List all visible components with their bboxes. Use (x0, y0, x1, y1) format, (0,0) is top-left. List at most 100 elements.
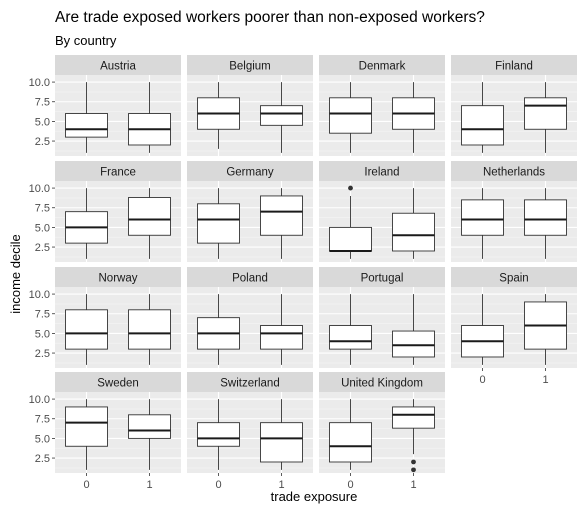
panel-portugal: Portugal (319, 267, 445, 368)
y-axis-title: income decile (8, 234, 23, 314)
panel-strip (319, 55, 445, 75)
panel-austria: Austria 2.5 5.0 7.5 10.0 (29, 55, 181, 156)
box-0 (329, 185, 372, 259)
box-1 (128, 294, 171, 365)
panel-strip (451, 55, 577, 75)
box-0 (197, 399, 240, 470)
panel-switzerland: Switzerland 0 1 (187, 372, 313, 491)
box-1 (260, 294, 303, 365)
panel-strip-label: Norway (99, 273, 138, 285)
box-0 (461, 294, 504, 365)
panel-strip-label: Denmark (359, 61, 406, 73)
box-1 (524, 82, 567, 153)
box-1 (392, 188, 435, 259)
y-tick-label: 5.0 (35, 222, 50, 234)
box-iqr (392, 212, 435, 252)
box-iqr (329, 97, 372, 134)
box-iqr (260, 195, 303, 236)
box-iqr (260, 105, 303, 126)
box-iqr (461, 199, 504, 236)
panel-spain: Spain 0 1 (451, 267, 577, 386)
box-0 (329, 82, 372, 153)
x-tick-label: 0 (479, 374, 485, 386)
x-tick-label: 0 (83, 479, 89, 491)
panel-strip (55, 372, 181, 392)
box-iqr (128, 197, 171, 236)
box-1 (260, 399, 303, 470)
box-0 (65, 294, 108, 365)
box-1 (260, 82, 303, 153)
chart-title: Are trade exposed workers poorer than no… (55, 9, 485, 26)
outlier-point (411, 467, 416, 473)
panel-strip (319, 161, 445, 181)
y-tick-label: 5.0 (35, 433, 50, 445)
box-0 (329, 399, 372, 470)
box-0 (197, 82, 240, 149)
box-0 (461, 188, 504, 259)
x-tick-label: 1 (146, 479, 152, 491)
panel-strip (187, 55, 313, 75)
panel-strip-label: Poland (232, 273, 268, 285)
box-0 (329, 294, 372, 365)
y-tick-label: 7.5 (35, 309, 50, 321)
box-iqr (128, 309, 171, 350)
panel-denmark: Denmark (319, 55, 445, 156)
panel-strip (187, 267, 313, 287)
x-tick-label: 1 (278, 479, 284, 491)
y-tick-label: 7.5 (35, 203, 50, 215)
y-tick-label: 5.0 (35, 116, 50, 128)
y-tick-label: 7.5 (35, 414, 50, 426)
x-tick-label: 1 (410, 479, 416, 491)
box-0 (65, 82, 108, 153)
panel-norway: Norway 2.5 5.0 7.5 10.0 (29, 267, 181, 368)
box-0 (197, 294, 240, 365)
panel-strip-label: France (100, 167, 136, 179)
box-iqr (128, 414, 171, 439)
panel-strip (55, 55, 181, 75)
box-1 (392, 294, 435, 365)
x-axis-title: trade exposure (271, 489, 358, 504)
panel-finland: Finland (451, 55, 577, 156)
box-1 (128, 399, 171, 470)
box-iqr (65, 113, 108, 138)
x-tick-label: 1 (542, 374, 548, 386)
outlier-point (411, 459, 416, 465)
panel-strip-label: Sweden (97, 378, 139, 390)
panel-strip (451, 161, 577, 181)
panel-strip-label: Ireland (364, 167, 399, 179)
y-tick-label: 10.0 (29, 289, 50, 301)
y-tick-label: 10.0 (29, 77, 50, 89)
box-iqr (65, 406, 108, 447)
panel-strip-label: Portugal (361, 273, 404, 285)
y-tick-label: 2.5 (35, 348, 50, 360)
box-1 (128, 188, 171, 259)
panel-sweden: Sweden 2.5 5.0 7.5 10.0 0 1 (29, 372, 181, 491)
y-tick-label: 2.5 (35, 242, 50, 254)
box-0 (197, 188, 240, 259)
panel-germany: Germany (187, 161, 313, 262)
y-tick-label: 2.5 (35, 453, 50, 465)
panel-united-kingdom: United Kingdom 0 1 (319, 372, 445, 491)
panel-poland: Poland (187, 267, 313, 368)
panel-strip (451, 267, 577, 287)
box-0 (65, 399, 108, 470)
panel-strip-label: United Kingdom (341, 378, 423, 390)
x-tick-label: 0 (215, 479, 221, 491)
box-iqr (392, 330, 435, 358)
facet-panels: Austria 2.5 5.0 7.5 10.0 Belgium Denmark Finlan… (29, 55, 577, 491)
box-iqr (524, 199, 567, 236)
box-0 (65, 188, 108, 259)
box-1 (392, 399, 435, 473)
box-1 (392, 82, 435, 153)
box-iqr (392, 406, 435, 429)
panel-strip-label: Switzerland (220, 378, 279, 390)
panel-strip (319, 267, 445, 287)
panel-netherlands: Netherlands (451, 161, 577, 262)
box-iqr (329, 226, 372, 252)
panel-strip-label: Belgium (229, 61, 271, 73)
panel-strip-label: Austria (100, 61, 136, 73)
panel-strip-label: Spain (499, 273, 528, 285)
box-iqr (260, 422, 303, 463)
